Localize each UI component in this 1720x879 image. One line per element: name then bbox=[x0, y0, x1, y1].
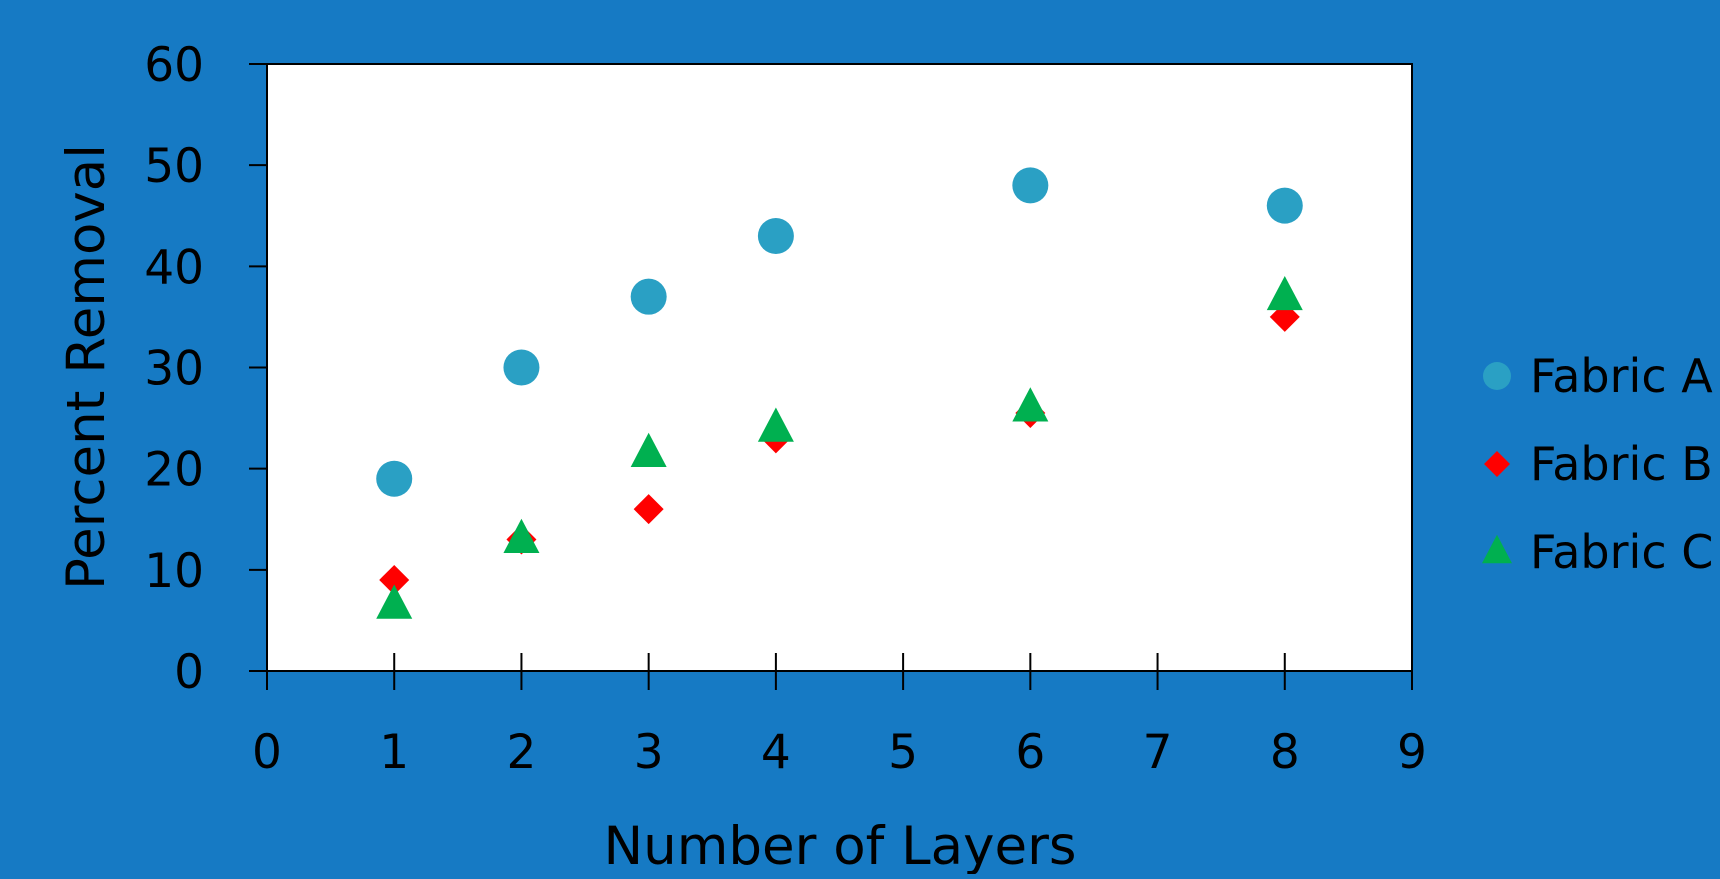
y-tick-label: 50 bbox=[144, 139, 204, 194]
x-tick-label: 9 bbox=[1397, 725, 1427, 780]
data-point-circle bbox=[630, 278, 667, 315]
x-tick-label: 2 bbox=[506, 725, 536, 780]
y-tick-label: 0 bbox=[174, 645, 204, 700]
data-point-triangle bbox=[1012, 387, 1049, 422]
data-point-circle bbox=[757, 217, 794, 254]
x-tick-label: 5 bbox=[888, 725, 918, 780]
x-tick-label: 7 bbox=[1143, 725, 1173, 780]
data-point-circle bbox=[376, 460, 413, 497]
x-tick-label: 4 bbox=[761, 725, 791, 780]
data-point-triangle bbox=[503, 518, 540, 553]
data-points bbox=[376, 167, 1303, 619]
y-tick-label: 60 bbox=[144, 38, 204, 93]
data-point-circle bbox=[1266, 187, 1303, 224]
data-point-diamond bbox=[379, 564, 410, 595]
legend-label: Fabric C bbox=[1530, 525, 1713, 579]
legend-marker-triangle bbox=[1482, 534, 1512, 564]
legend-label: Fabric A bbox=[1530, 349, 1713, 403]
data-point-circle bbox=[1012, 167, 1049, 204]
y-axis-title: Percent Removal bbox=[56, 144, 117, 590]
legend-marker-circle bbox=[1483, 362, 1511, 390]
y-tick-label: 20 bbox=[144, 443, 204, 498]
y-tick-label: 30 bbox=[144, 342, 204, 397]
data-point-circle bbox=[503, 349, 540, 386]
plot-area bbox=[266, 63, 1413, 672]
data-point-diamond bbox=[633, 494, 664, 525]
x-axis-title: Number of Layers bbox=[603, 816, 1076, 874]
legend-marker-diamond bbox=[1484, 451, 1510, 477]
y-tick-label: 10 bbox=[144, 544, 204, 599]
data-point-triangle bbox=[757, 407, 794, 442]
data-point-triangle bbox=[376, 584, 413, 619]
x-tick-label: 0 bbox=[252, 725, 282, 780]
y-tick-label: 40 bbox=[144, 240, 204, 295]
x-tick-label: 6 bbox=[1015, 725, 1045, 780]
data-point-triangle bbox=[1266, 275, 1303, 311]
legend: Fabric A Fabric B Fabric C bbox=[1482, 349, 1713, 579]
data-point-triangle bbox=[630, 432, 667, 467]
axes: 0 10 20 30 40 50 60 0 1 2 3 4 5 6 7 8 9 bbox=[144, 38, 1427, 780]
x-tick-label: 8 bbox=[1270, 725, 1300, 780]
legend-label: Fabric B bbox=[1530, 437, 1713, 491]
x-tick-label: 3 bbox=[634, 725, 664, 780]
x-tick-label: 1 bbox=[379, 725, 409, 780]
